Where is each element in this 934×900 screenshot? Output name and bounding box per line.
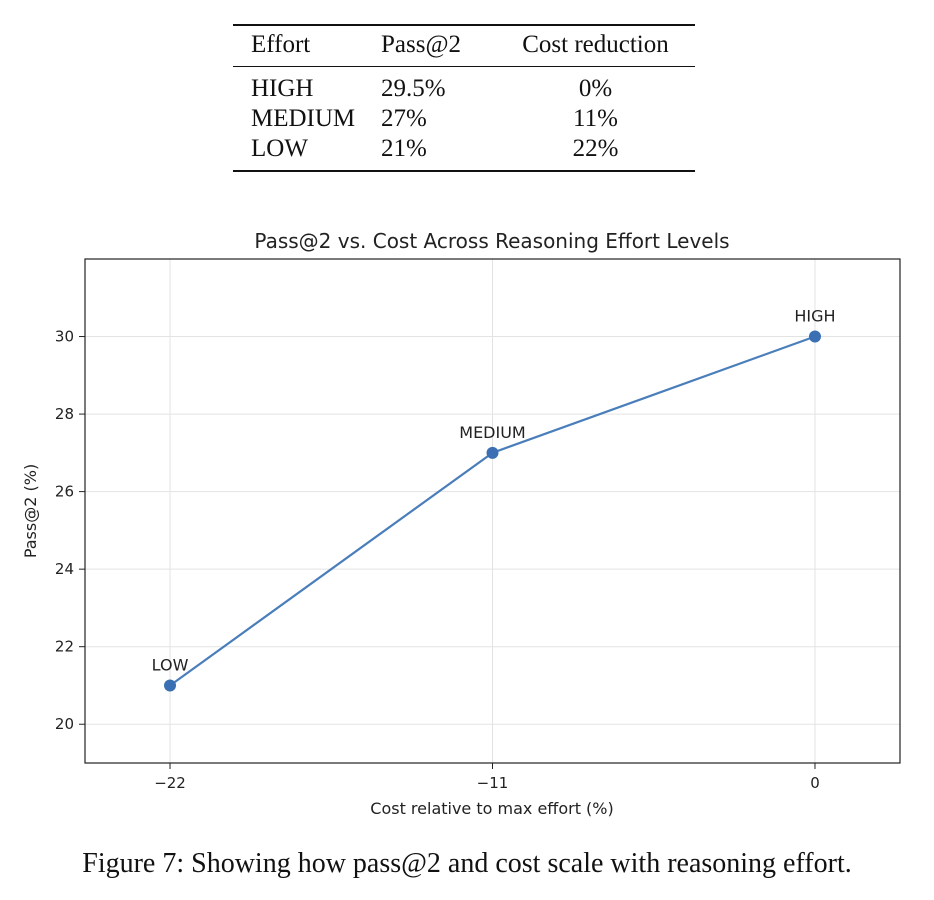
- cell-effort: MEDIUM: [251, 105, 356, 132]
- data-point-label: HIGH: [794, 307, 835, 326]
- x-tick-label: 0: [810, 774, 820, 792]
- data-point-label: MEDIUM: [459, 423, 525, 442]
- y-tick-label: 24: [55, 560, 74, 578]
- y-axis: 20 22 24 26 28 30: [55, 328, 85, 733]
- y-tick-label: 28: [55, 405, 74, 423]
- table-row: MEDIUM 27% 11%: [233, 104, 695, 134]
- x-axis: −22 −11 0: [154, 763, 820, 792]
- x-tick-label: −22: [154, 774, 186, 792]
- series-pass2: LOW MEDIUM HIGH: [152, 307, 836, 692]
- results-table: Effort Pass@2 Cost reduction HIGH 29.5% …: [233, 24, 695, 172]
- figure-caption: Figure 7: Showing how pass@2 and cost sc…: [82, 848, 852, 879]
- data-point: [486, 446, 499, 459]
- cell-pass2: 29.5%: [381, 75, 446, 102]
- y-tick-label: 22: [55, 638, 74, 656]
- table-row: HIGH 29.5% 0%: [233, 67, 695, 105]
- chart-title: Pass@2 vs. Cost Across Reasoning Effort …: [254, 229, 729, 253]
- y-axis-label: Pass@2 (%): [21, 464, 40, 558]
- data-point: [808, 330, 821, 343]
- cell-cost-reduction: 22%: [572, 135, 619, 162]
- grid-lines: [85, 259, 900, 763]
- y-tick-label: 20: [55, 715, 74, 733]
- cell-effort: HIGH: [251, 75, 314, 102]
- data-point: [164, 679, 177, 692]
- x-tick-label: −11: [477, 774, 509, 792]
- cell-cost-reduction: 11%: [573, 105, 618, 132]
- table-header-row: Effort Pass@2 Cost reduction: [233, 25, 695, 67]
- line-chart: Pass@2 vs. Cost Across Reasoning Effort …: [21, 229, 901, 818]
- cell-pass2: 21%: [381, 135, 427, 162]
- cell-effort: LOW: [251, 135, 308, 162]
- y-tick-label: 30: [55, 328, 74, 346]
- results-table-container: Effort Pass@2 Cost reduction HIGH 29.5% …: [233, 24, 695, 172]
- header-pass2: Pass@2: [381, 31, 461, 58]
- y-tick-label: 26: [55, 483, 74, 501]
- x-axis-label: Cost relative to max effort (%): [370, 799, 613, 818]
- cell-pass2: 27%: [381, 105, 427, 132]
- table-row: LOW 21% 22%: [233, 134, 695, 171]
- data-point-label: LOW: [152, 655, 189, 674]
- header-cost-reduction: Cost reduction: [522, 31, 669, 58]
- cell-cost-reduction: 0%: [578, 75, 613, 102]
- header-effort: Effort: [251, 31, 311, 58]
